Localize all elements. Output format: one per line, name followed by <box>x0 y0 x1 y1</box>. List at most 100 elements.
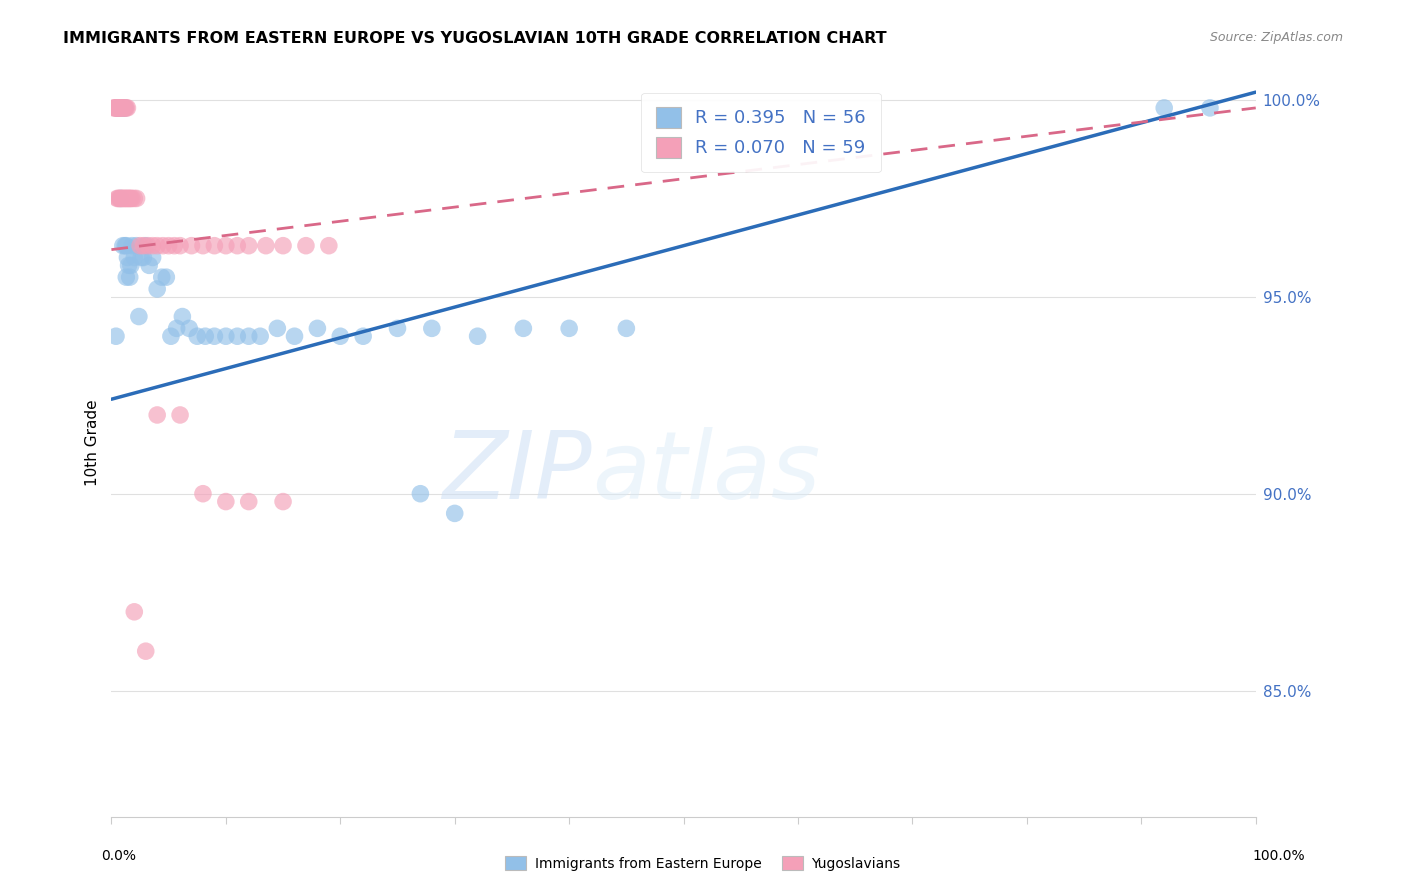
Legend: Immigrants from Eastern Europe, Yugoslavians: Immigrants from Eastern Europe, Yugoslav… <box>501 850 905 876</box>
Point <box>125 191 148 205</box>
Point <box>121 238 143 252</box>
Point <box>115 101 138 115</box>
Point <box>107 191 129 205</box>
Point <box>169 408 191 422</box>
Point <box>111 238 134 252</box>
Point <box>114 101 136 115</box>
Point <box>172 310 194 324</box>
Point <box>266 321 288 335</box>
Point <box>104 101 127 115</box>
Text: 0.0%: 0.0% <box>101 849 136 863</box>
Point <box>111 191 134 205</box>
Point <box>146 408 169 422</box>
Point <box>157 238 180 252</box>
Point <box>117 258 139 272</box>
Point <box>105 101 128 115</box>
Point <box>110 191 132 205</box>
Point <box>387 321 409 335</box>
Text: Source: ZipAtlas.com: Source: ZipAtlas.com <box>1209 31 1343 45</box>
Point <box>150 270 173 285</box>
Point <box>105 101 128 115</box>
Point <box>104 329 127 343</box>
Point <box>112 191 135 205</box>
Point <box>215 329 238 343</box>
Point <box>115 270 138 285</box>
Point <box>112 101 135 115</box>
Point <box>226 329 249 343</box>
Point <box>124 251 146 265</box>
Point <box>114 101 136 115</box>
Point <box>111 101 134 115</box>
Point <box>329 329 352 343</box>
Point <box>107 101 129 115</box>
Point <box>124 605 146 619</box>
Text: atlas: atlas <box>592 427 820 518</box>
Point <box>142 251 165 265</box>
Point <box>107 101 129 115</box>
Point <box>115 238 138 252</box>
Point <box>118 191 141 205</box>
Point <box>191 238 214 252</box>
Point <box>124 191 146 205</box>
Point <box>104 101 127 115</box>
Point <box>132 251 155 265</box>
Point <box>138 258 160 272</box>
Point <box>307 321 329 335</box>
Point <box>238 329 260 343</box>
Point <box>352 329 374 343</box>
Point <box>111 191 134 205</box>
Point <box>152 238 174 252</box>
Point <box>104 101 127 115</box>
Point <box>117 191 139 205</box>
Point <box>117 191 139 205</box>
Point <box>114 238 136 252</box>
Point <box>202 329 225 343</box>
Point <box>142 238 165 252</box>
Point <box>202 238 225 252</box>
Point <box>179 321 201 335</box>
Point <box>108 101 131 115</box>
Point <box>215 238 238 252</box>
Point <box>120 258 142 272</box>
Point <box>118 270 141 285</box>
Text: IMMIGRANTS FROM EASTERN EUROPE VS YUGOSLAVIAN 10TH GRADE CORRELATION CHART: IMMIGRANTS FROM EASTERN EUROPE VS YUGOSL… <box>63 31 887 46</box>
Text: 100.0%: 100.0% <box>1253 849 1305 863</box>
Point <box>238 494 260 508</box>
Point <box>108 101 131 115</box>
Point <box>110 101 132 115</box>
Point <box>108 191 131 205</box>
Text: ZIP: ZIP <box>443 427 592 518</box>
Point <box>191 486 214 500</box>
Point <box>420 321 443 335</box>
Legend: R = 0.395   N = 56, R = 0.070   N = 59: R = 0.395 N = 56, R = 0.070 N = 59 <box>641 93 880 172</box>
Point <box>155 270 177 285</box>
Point <box>1153 101 1175 115</box>
Point <box>226 238 249 252</box>
Point <box>169 238 191 252</box>
Point <box>249 329 271 343</box>
Point <box>111 101 134 115</box>
Y-axis label: 10th Grade: 10th Grade <box>86 400 100 486</box>
Point <box>121 191 143 205</box>
Point <box>194 329 217 343</box>
Point <box>271 494 294 508</box>
Point <box>135 238 157 252</box>
Point <box>103 101 125 115</box>
Point <box>254 238 277 252</box>
Point <box>166 321 188 335</box>
Point <box>409 486 432 500</box>
Point <box>558 321 581 335</box>
Point <box>112 101 135 115</box>
Point <box>129 238 152 252</box>
Point <box>132 238 155 252</box>
Point <box>614 321 637 335</box>
Point <box>111 101 134 115</box>
Point <box>443 507 465 521</box>
Point <box>271 238 294 252</box>
Point <box>146 282 169 296</box>
Point <box>105 191 128 205</box>
Point <box>318 238 340 252</box>
Point <box>117 101 139 115</box>
Point <box>467 329 489 343</box>
Point <box>215 494 238 508</box>
